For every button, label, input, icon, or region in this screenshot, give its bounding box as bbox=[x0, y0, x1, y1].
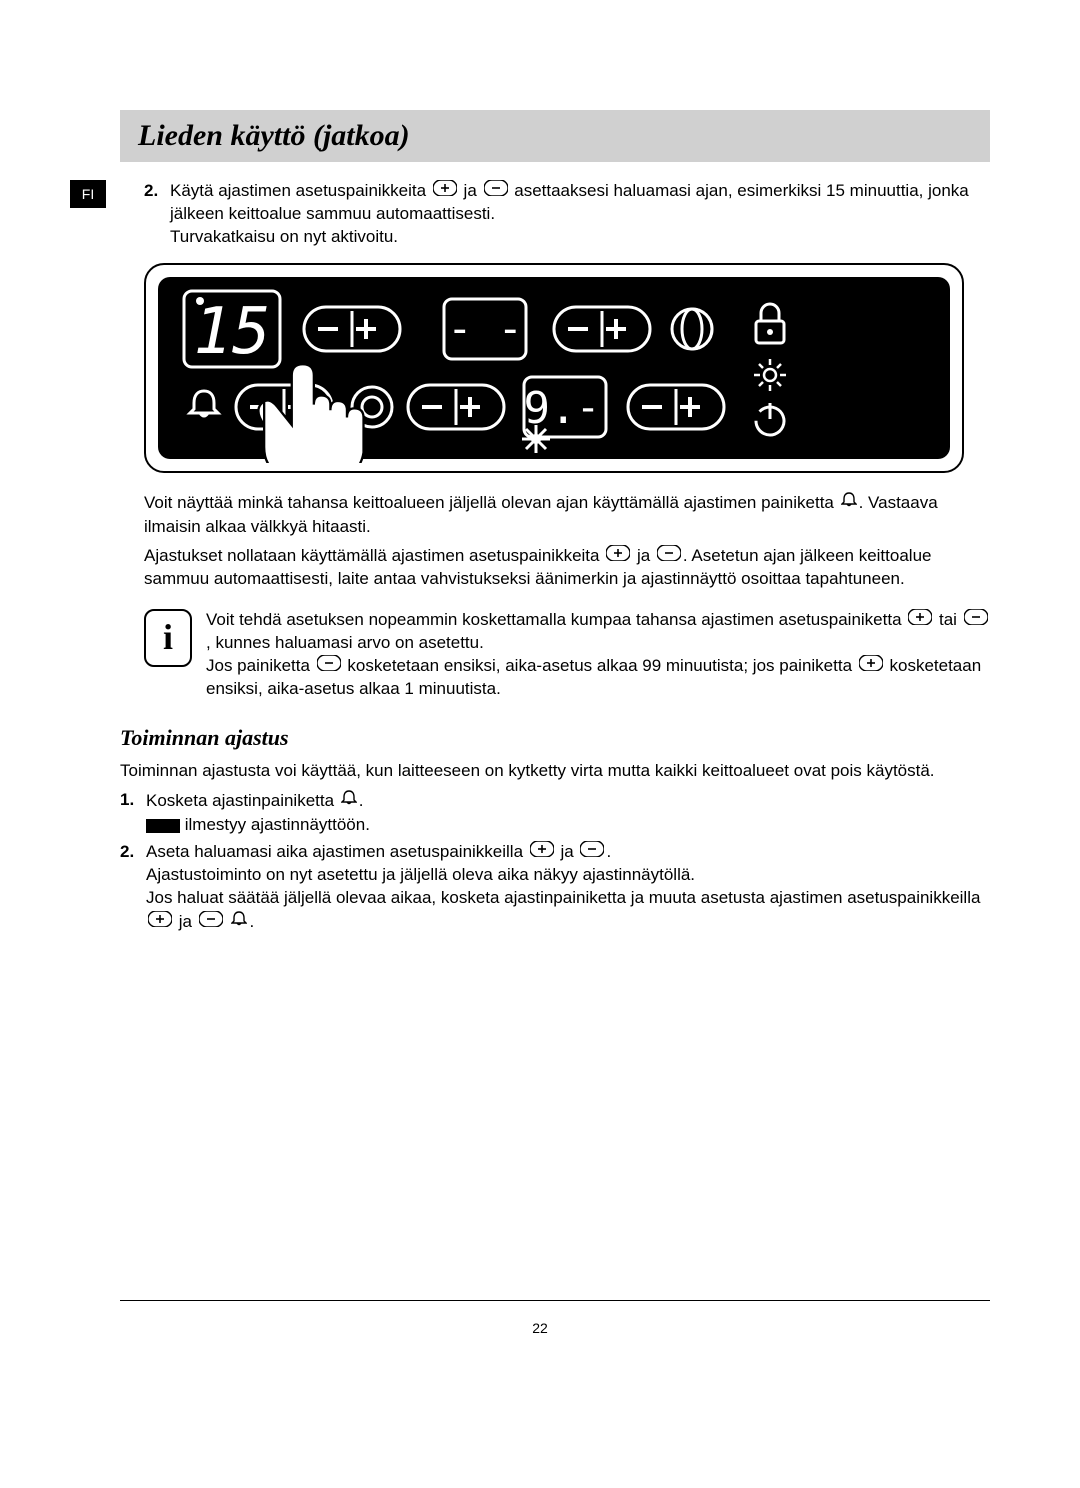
light-icon[interactable] bbox=[754, 359, 786, 391]
control-panel-frame: 15 - - bbox=[144, 263, 964, 473]
control-panel: 15 - - bbox=[158, 277, 950, 459]
zone-display-bottom-b: - bbox=[576, 385, 600, 431]
step-2: 2. Käytä ajastimen asetuspainikkeita ja … bbox=[144, 180, 990, 249]
plus-icon bbox=[606, 545, 630, 568]
power-icon[interactable] bbox=[751, 402, 788, 439]
plus-icon bbox=[148, 911, 172, 934]
adjust-pill-top-left[interactable] bbox=[304, 307, 400, 351]
step-content: Kosketa ajastinpainiketta . ilmestyy aja… bbox=[146, 789, 990, 837]
info-text: Voit tehdä asetuksen nopeammin koskettam… bbox=[206, 609, 990, 701]
minus-icon bbox=[317, 655, 341, 678]
minus-icon bbox=[964, 609, 988, 632]
bell-icon bbox=[231, 910, 247, 935]
hand-pointer-icon bbox=[258, 364, 363, 463]
timer-display: 15 bbox=[193, 295, 270, 369]
step-number: 2. bbox=[144, 180, 170, 249]
step-number: 1. bbox=[120, 789, 146, 837]
sub-intro: Toiminnan ajastusta voi käyttää, kun lai… bbox=[120, 760, 990, 783]
bell-icon bbox=[841, 491, 857, 516]
title-bar: Lieden käyttö (jatkoa) bbox=[120, 110, 990, 162]
minus-icon bbox=[580, 841, 604, 864]
sub-step-2: 2. Aseta haluamasi aika ajastimen asetus… bbox=[120, 841, 990, 935]
paragraph-2: Ajastukset nollataan käyttämällä ajastim… bbox=[144, 545, 990, 591]
language-badge: FI bbox=[70, 180, 106, 208]
subheading: Toiminnan ajastus bbox=[120, 723, 990, 753]
paragraph-1: Voit näyttää minkä tahansa keittoalueen … bbox=[144, 491, 990, 539]
plus-icon bbox=[908, 609, 932, 632]
lock-icon[interactable] bbox=[756, 304, 784, 343]
plus-icon bbox=[859, 655, 883, 678]
page-title: Lieden käyttö (jatkoa) bbox=[138, 119, 410, 153]
page-number: 22 bbox=[0, 1320, 1080, 1336]
adjust-pill-bottom-3[interactable] bbox=[628, 385, 724, 429]
control-panel-svg: 15 - - bbox=[158, 277, 954, 463]
adjust-pill-top-right[interactable] bbox=[554, 307, 650, 351]
plus-icon bbox=[433, 180, 457, 203]
step-number: 2. bbox=[120, 841, 146, 935]
step-content: Aseta haluamasi aika ajastimen asetuspai… bbox=[146, 841, 990, 935]
display-blank-icon bbox=[146, 819, 180, 833]
step-content: Käytä ajastimen asetuspainikkeita ja ase… bbox=[170, 180, 990, 249]
zone-display-top: - - bbox=[447, 304, 523, 353]
minus-icon bbox=[199, 911, 223, 934]
plus-icon bbox=[530, 841, 554, 864]
bell-icon[interactable] bbox=[190, 391, 218, 416]
minus-icon bbox=[657, 545, 681, 568]
sub-step-1: 1. Kosketa ajastinpainiketta . ilmestyy … bbox=[120, 789, 990, 837]
minus-icon bbox=[484, 180, 508, 203]
zone-display-bottom-a: 9. bbox=[524, 383, 577, 434]
indicator-burst-icon bbox=[522, 425, 550, 453]
bell-icon bbox=[341, 789, 357, 814]
adjust-pill-bottom-2[interactable] bbox=[408, 385, 504, 429]
page-content: Lieden käyttö (jatkoa) FI 2. Käytä ajast… bbox=[120, 110, 990, 939]
body: 2. Käytä ajastimen asetuspainikkeita ja … bbox=[120, 180, 990, 935]
info-note: i Voit tehdä asetuksen nopeammin koskett… bbox=[144, 609, 990, 701]
dual-zone-icon[interactable] bbox=[672, 309, 712, 349]
info-icon: i bbox=[144, 609, 192, 667]
footer-rule bbox=[120, 1300, 990, 1301]
